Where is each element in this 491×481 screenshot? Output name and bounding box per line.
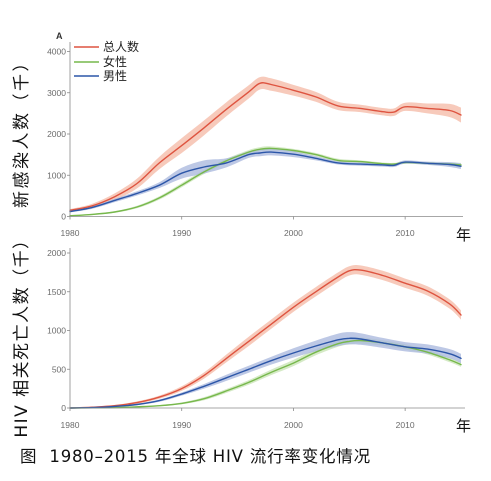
x-tick-label: 2010 [396, 420, 415, 430]
female-uncertainty-band [70, 337, 461, 408]
panel-hiv-deaths: HIV 相关死亡人数（千） 0 500 1000 1500 2000 1980 1990 20… [12, 230, 471, 437]
y-tick-label: 500 [52, 364, 66, 374]
y-tick-label: 1000 [47, 170, 66, 180]
female-uncertainty-band [70, 146, 461, 217]
legend-item-female: 女性 [74, 54, 127, 69]
x-tick-label: 1980 [61, 228, 80, 238]
male-uncertainty-band [70, 332, 461, 408]
legend-label-total: 总人数 [103, 39, 139, 54]
total-line [69, 82, 462, 211]
total-uncertainty-band [70, 76, 461, 212]
legend-label-female: 女性 [103, 54, 127, 69]
x-tick-label: 1990 [172, 420, 191, 430]
x-tick-label: 1980 [61, 420, 80, 430]
y-tick-label: 2000 [47, 129, 66, 139]
total-uncertainty-band [70, 264, 461, 408]
male-line [69, 151, 462, 213]
panel-label: A [56, 31, 63, 41]
y-tick-label: 3000 [47, 88, 66, 98]
x-tick-label: 1990 [172, 228, 191, 238]
y-tick-label: 0 [61, 212, 66, 222]
x-tick-label: 2010 [396, 228, 415, 238]
x-tick-label: 2000 [284, 420, 303, 430]
male-line [69, 337, 462, 409]
total-line [69, 268, 462, 409]
plot-area: 0 1000 2000 3000 4000 1980 1990 2000 2010 [47, 42, 463, 238]
x-axis-unit: 年 [456, 417, 471, 435]
y-axis-title: 新感染人数（千） [12, 52, 32, 208]
legend-item-total: 总人数 [74, 39, 139, 54]
female-line [69, 147, 462, 217]
legend-label-male: 男性 [103, 69, 127, 83]
x-axis-unit: 年 [456, 226, 471, 244]
figure-caption: 图 1980–2015 年全球 HIV 流行率变化情况 [20, 447, 371, 466]
y-tick-label: 4000 [47, 47, 66, 57]
y-axis-title: HIV 相关死亡人数（千） [12, 230, 32, 437]
legend: 总人数 女性 男性 [74, 39, 139, 83]
y-tick-label: 2000 [47, 248, 66, 258]
y-tick-label: 1000 [47, 326, 66, 336]
plot-area: 0 500 1000 1500 2000 1980 1990 2000 2010 [47, 248, 465, 430]
male-uncertainty-band [70, 148, 461, 213]
y-tick-label: 0 [61, 403, 66, 413]
panel-new-infections: A 新感染人数（千） 0 1000 2000 3000 4000 1980 1990 2000… [12, 31, 471, 244]
y-tick-label: 1500 [47, 287, 66, 297]
x-tick-label: 2000 [284, 228, 303, 238]
legend-item-male: 男性 [74, 69, 127, 83]
